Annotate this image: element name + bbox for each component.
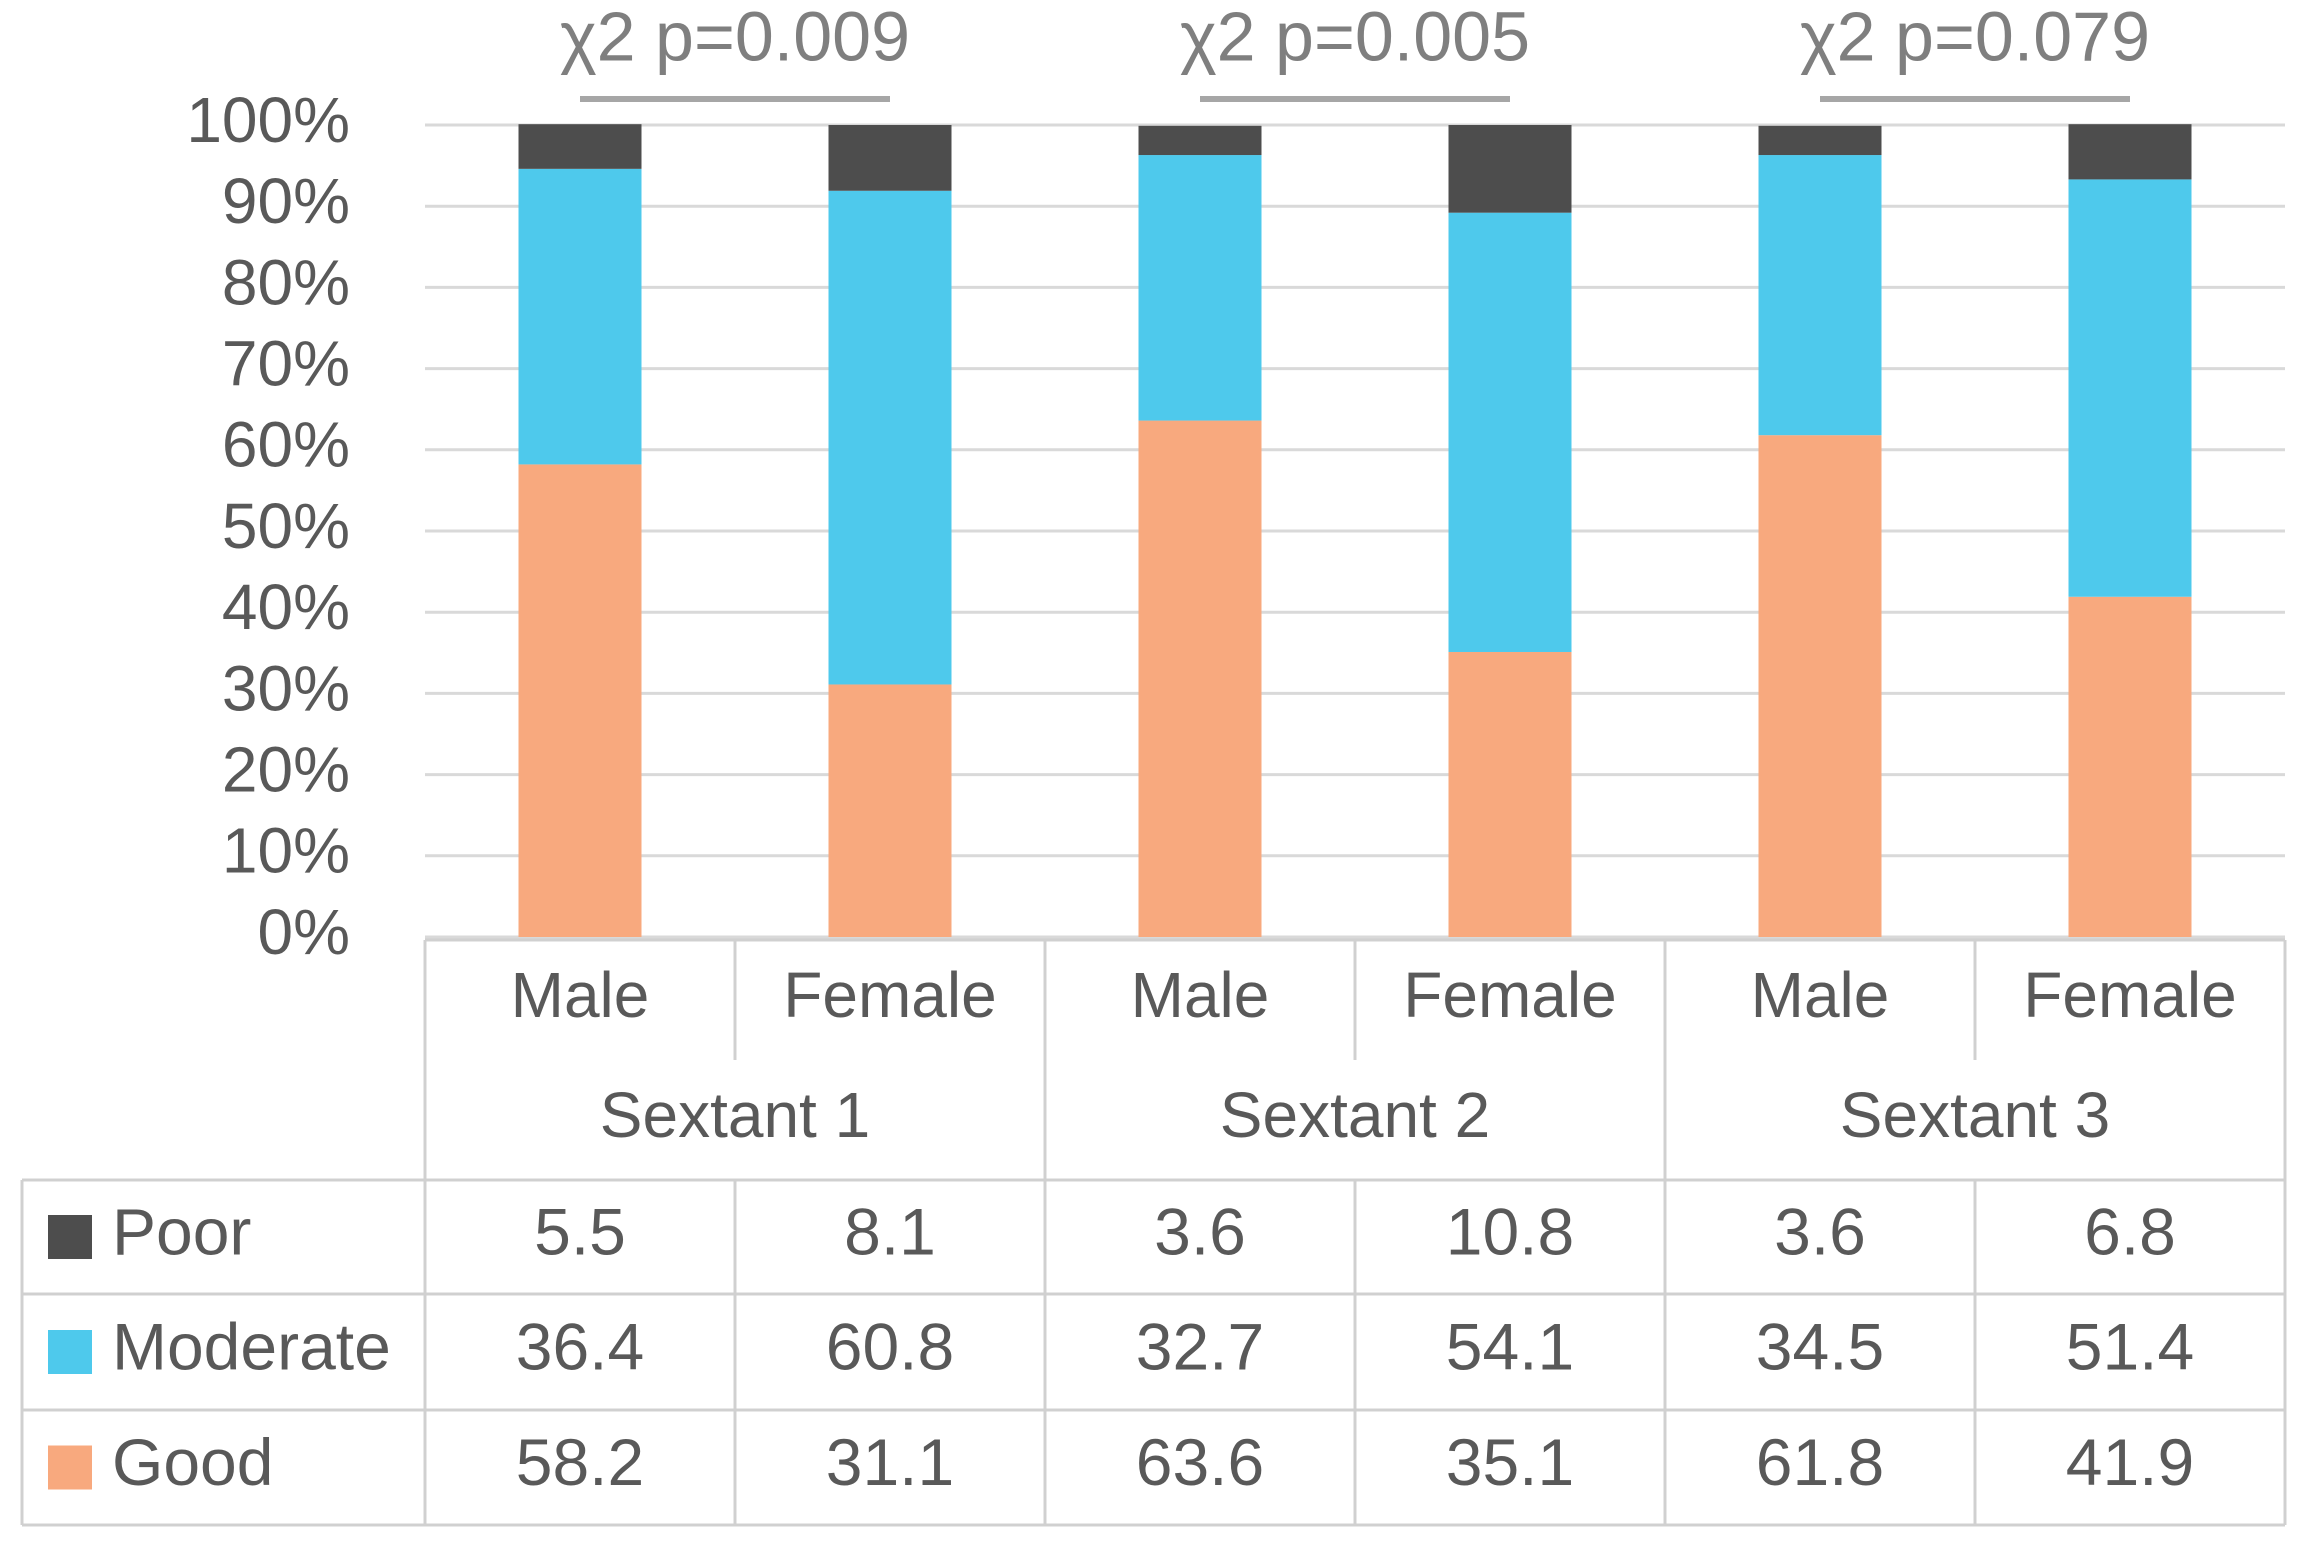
y-tick-label: 60% (222, 409, 350, 481)
category-label: Male (1751, 959, 1890, 1031)
data-label: 3.6 (1774, 1194, 1866, 1268)
bar-segment-poor (1138, 125, 1262, 156)
legend-key-moderate (48, 1330, 92, 1374)
data-table: Male Female Male Female Male Female Sextant 1 S… (20, 938, 2287, 1527)
data-label: 36.4 (516, 1309, 644, 1383)
category-label: Female (2023, 959, 2236, 1031)
p-value-label: χ2 p=0.009 (560, 0, 910, 75)
p-value-annotations: χ2 p=0.009 χ2 p=0.005 χ2 p=0.079 (560, 0, 2150, 102)
bars (518, 124, 2192, 937)
data-label: 63.6 (1136, 1425, 1264, 1499)
data-label: 54.1 (1446, 1309, 1574, 1383)
data-label: 35.1 (1446, 1425, 1574, 1499)
y-tick-label: 90% (222, 165, 350, 237)
group-label: Sextant 1 (600, 1079, 870, 1151)
y-tick-label: 10% (222, 815, 350, 887)
category-label: Female (1403, 959, 1616, 1031)
data-label: 5.5 (534, 1194, 626, 1268)
data-label: 3.6 (1154, 1194, 1246, 1268)
category-label: Male (511, 959, 650, 1031)
group-label: Sextant 2 (1220, 1079, 1490, 1151)
legend-label: Moderate (112, 1309, 391, 1383)
bar-segment-good (1138, 420, 1262, 937)
data-label: 61.8 (1756, 1425, 1884, 1499)
data-label: 32.7 (1136, 1309, 1264, 1383)
p-value-label: χ2 p=0.079 (1800, 0, 2150, 75)
bar-segment-moderate (2068, 179, 2192, 597)
legend-key-good (48, 1445, 92, 1490)
legend-label: Good (112, 1425, 273, 1499)
bar-segment-poor (828, 125, 952, 191)
data-label: 10.8 (1446, 1194, 1574, 1268)
legend-label: Poor (112, 1194, 251, 1268)
y-tick-label: 0% (258, 896, 351, 968)
y-tick-label: 50% (222, 490, 350, 562)
legend-key-poor (48, 1215, 92, 1259)
data-label: 6.8 (2084, 1194, 2176, 1268)
bar-segment-moderate (1138, 155, 1262, 421)
bar-segment-good (2068, 596, 2192, 937)
category-label: Female (783, 959, 996, 1031)
y-axis-tick-labels: 0% 10% 20% 30% 40% 50% 60% 70% 80% 90% 100% (186, 84, 350, 968)
bar-segment-good (1758, 435, 1882, 937)
y-tick-label: 40% (222, 571, 350, 643)
y-tick-label: 30% (222, 652, 350, 724)
bar-segment-good (828, 684, 952, 937)
data-label: 51.4 (2066, 1309, 2194, 1383)
group-label: Sextant 3 (1840, 1079, 2110, 1151)
bar-segment-good (518, 464, 642, 937)
data-label: 58.2 (516, 1425, 644, 1499)
y-tick-label: 80% (222, 246, 350, 318)
data-label: 8.1 (844, 1194, 936, 1268)
bar-segment-moderate (1448, 212, 1572, 652)
data-label: 31.1 (826, 1425, 954, 1499)
bar-segment-poor (1758, 125, 1882, 156)
category-label: Male (1131, 959, 1270, 1031)
p-value-label: χ2 p=0.005 (1180, 0, 1530, 75)
bar-segment-poor (1448, 125, 1572, 213)
y-tick-label: 100% (186, 84, 350, 156)
bar-segment-moderate (518, 168, 642, 465)
bar-segment-good (1448, 651, 1572, 937)
bar-segment-poor (2068, 124, 2192, 180)
bar-segment-poor (518, 124, 642, 169)
y-tick-label: 20% (222, 734, 350, 806)
bar-segment-moderate (1758, 155, 1882, 436)
grid-layer (425, 123, 2285, 939)
bar-segment-moderate (828, 190, 952, 685)
data-label: 41.9 (2066, 1425, 2194, 1499)
data-label: 60.8 (826, 1309, 954, 1383)
data-label: 34.5 (1756, 1309, 1884, 1383)
y-tick-label: 70% (222, 328, 350, 400)
